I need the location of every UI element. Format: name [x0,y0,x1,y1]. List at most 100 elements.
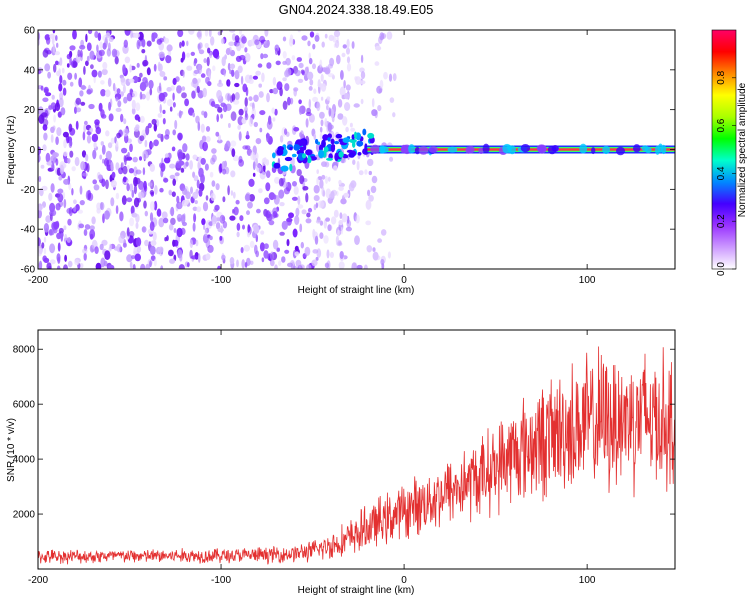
spectrogram-noise-blob [342,44,347,49]
spectrogram-noise-blob [114,56,119,65]
spectrogram-noise-blob [38,237,41,247]
spectrogram-noise-blob [69,81,74,87]
spectrogram-noise-blob [134,114,140,121]
spectrogram-noise-blob [160,265,164,269]
spectrogram-transition-blob [330,144,336,153]
spectrogram-noise-blob [169,106,173,112]
spectrogram-noise-blob [351,41,355,49]
snr-xtick-label: -100 [211,575,231,586]
spectrogram-noise-blob [42,144,47,152]
spectrogram-noise-blob [297,78,304,83]
spectrogram-noise-blob [379,79,384,89]
snr-series-line [38,346,675,565]
spectrogram-noise-blob [349,122,353,128]
spectrogram-noise-blob [297,30,301,33]
spectrogram-noise-blob [128,78,135,83]
spectrogram-noise-blob [210,157,216,165]
spectrogram-noise-blob [130,30,133,39]
spectrogram-noise-blob [241,36,247,44]
spectrogram-noise-blob [324,67,331,75]
spectrogram-noise-blob [100,80,105,85]
spectrogram-noise-blob [38,70,42,75]
spectrogram-noise-blob [201,135,207,142]
spectrogram-noise-blob [79,90,84,97]
spectrogram-noise-blob [56,70,61,77]
spectrogram-noise-blob [208,30,212,38]
spectrogram-noise-blob [168,223,174,231]
spectrogram-noise-blob [201,218,206,226]
spectrogram-noise-blob [38,209,42,219]
spectrogram-noise-blob [109,243,112,251]
spectrogram-noise-blob [169,258,176,264]
spectrogram-noise-blob [266,132,270,143]
spectrogram-noise-blob [350,127,356,132]
spectrogram-noise-blob [386,31,393,40]
spectrogram-noise-blob [351,262,357,269]
spectrogram-noise-blob [192,77,198,84]
spectrogram-noise-blob [224,143,228,151]
spectrogram-noise-blob [110,161,114,172]
spectrogram-noise-blob [49,33,55,40]
spectrogram-transition-blob [305,149,313,156]
spectrogram-noise-blob [84,120,88,126]
spectrogram-transition-blob [289,146,293,151]
spectrogram-noise-blob [210,101,216,107]
spectrogram-noise-blob [62,79,67,86]
spectrogram-noise-blob [330,216,337,225]
spectrogram-noise-blob [200,157,206,165]
spectrogram-noise-blob [227,93,231,102]
spectrogram-noise-blob [40,164,45,169]
spectrogram-noise-blob [275,60,281,66]
spectrogram-noise-blob [217,82,224,88]
snr-xlabel: Height of straight line (km) [298,585,415,596]
spectrogram-noise-blob [272,87,279,95]
spectrogram-noise-blob [339,251,344,259]
spectrogram-noise-blob [259,242,265,252]
spectrogram-noise-blob [368,170,372,176]
spectrogram-noise-blob [342,116,348,126]
spectrogram-noise-blob [197,253,201,263]
spectrogram-noise-blob [172,239,176,247]
spectrogram-noise-blob [371,109,378,117]
spectrogram-noise-blob [55,35,58,41]
spectrogram-noise-blob [191,90,196,99]
spectrogram-noise-blob [123,155,127,163]
spectrogram-noise-blob [299,264,305,269]
spectrogram-noise-blob [53,221,60,230]
snr-xtick-label: 100 [579,575,596,586]
spectrogram-noise-blob [49,259,56,265]
spectrogram-noise-blob [62,87,67,96]
spectrogram-noise-blob [58,97,64,108]
spectrogram-noise-blob [270,251,274,261]
spectrogram-noise-blob [236,231,240,238]
spectrogram-noise-blob [135,222,139,230]
spectrogram-noise-blob [297,204,304,209]
spectrogram-noise-blob [212,65,216,72]
spectrogram-noise-blob [379,32,385,41]
spectrogram-noise-blob [292,181,297,187]
spectrogram-noise-blob [153,200,158,211]
spectrogram-noise-blob [102,158,105,164]
spectrogram-noise-blob [115,205,119,215]
spectrogram-xtick-label: 100 [579,275,596,286]
spectrogram-noise-blob [371,98,375,108]
spectrogram-noise-blob [326,249,330,259]
spectrogram-noise-blob [317,200,325,209]
spectrogram-noise-blob [67,158,71,164]
spectrogram-noise-blob [252,172,256,177]
spectrogram-noise-blob [67,72,73,81]
spectrogram-transition-blob [280,165,289,172]
spectrogram-noise-blob [284,249,290,254]
spectrogram-noise-blob [162,109,166,114]
spectrogram-noise-blob [131,107,136,115]
spectrogram-noise-blob [123,39,128,48]
signal-line-blob [641,145,649,152]
signal-line-blob [579,143,588,154]
snr-ytick-label: 4000 [13,455,36,466]
spectrogram-noise-blob [121,162,125,168]
spectrogram-noise-blob [312,96,319,103]
spectrogram-noise-blob [120,91,124,97]
spectrogram-noise-blob [238,30,243,35]
spectrogram-noise-blob [172,77,177,86]
spectrogram-noise-blob [316,169,320,175]
